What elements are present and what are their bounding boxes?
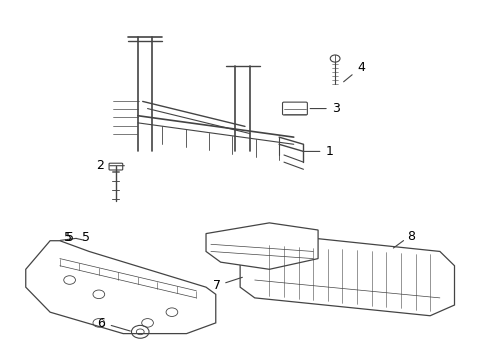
- Text: 4: 4: [343, 61, 365, 82]
- Polygon shape: [26, 241, 216, 334]
- FancyBboxPatch shape: [283, 102, 307, 115]
- Text: 1: 1: [304, 145, 333, 158]
- Polygon shape: [240, 234, 455, 316]
- Polygon shape: [206, 223, 318, 269]
- Text: 5: 5: [66, 231, 74, 244]
- FancyBboxPatch shape: [109, 163, 122, 170]
- Text: 8: 8: [407, 230, 415, 243]
- Text: 6: 6: [98, 317, 105, 330]
- Text: 7: 7: [213, 279, 221, 292]
- Text: 5: 5: [60, 231, 90, 244]
- Text: 3: 3: [310, 102, 340, 115]
- Text: 5: 5: [64, 231, 72, 244]
- Text: 2: 2: [97, 159, 124, 172]
